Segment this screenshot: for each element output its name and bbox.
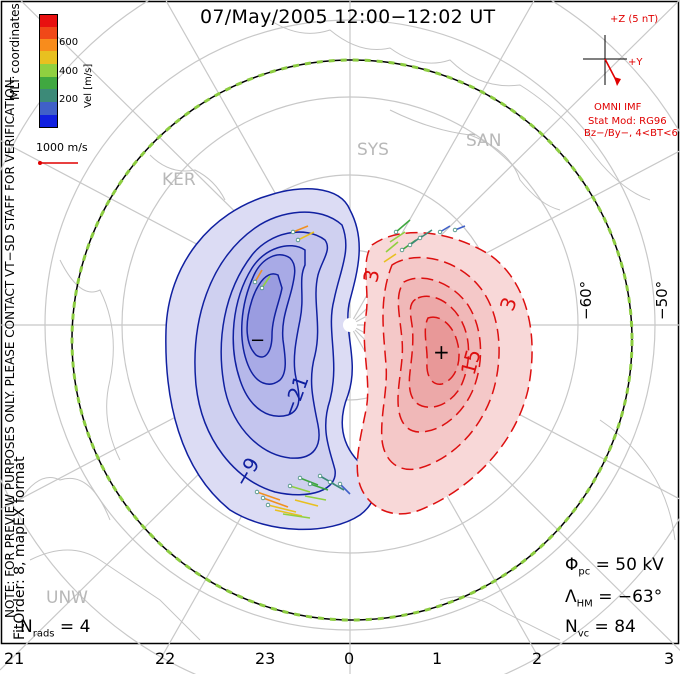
stat-phi-value: = 50 kV: [595, 555, 664, 575]
mlt-tick-0: 0: [344, 649, 355, 668]
stat-n-rads-symbol: N: [20, 617, 33, 637]
map-title: 07/May/2005 12:00−12:02 UT: [200, 6, 496, 28]
stat-lambda-sub: HM: [576, 598, 593, 610]
imf-model: Stat Mod: RG96: [588, 116, 667, 127]
stat-lambda-symbol: Λ: [565, 587, 577, 607]
stat-phi-pc: Φpc = 50 kV: [565, 555, 664, 577]
mlt-tick-2: 2: [532, 649, 543, 668]
stat-n-vc: Nvc = 84: [565, 617, 636, 639]
velocity-colorbar: [39, 14, 58, 128]
colorbar-label: Vel [m/s]: [83, 63, 94, 108]
potential-min-marker: −: [250, 330, 266, 351]
colorbar-cell-3: [40, 39, 57, 51]
mlt-tick-3: 3: [664, 649, 675, 668]
lat-label-50: −50°: [653, 280, 671, 320]
positive-potential-cell: [356, 231, 533, 515]
colorbar-cell-6: [40, 77, 57, 89]
stat-n-rads-sub: rads: [32, 628, 55, 640]
plot-frame: [0, 0, 680, 645]
imf-clock: [583, 35, 627, 86]
colorbar-tick-200: 200: [59, 94, 79, 105]
imf-bz-label: +Z (5 nT): [610, 14, 659, 25]
colorbar-cell-9: [40, 115, 57, 127]
colorbar-cell-4: [40, 51, 57, 64]
colorbar-cell-2: [40, 27, 57, 39]
stat-n-vc-symbol: N: [565, 617, 578, 637]
vector-origins: [252, 227, 458, 508]
stat-n-vc-sub: vc: [577, 628, 590, 640]
mlt-tick-22: 22: [155, 649, 176, 668]
stat-phi-sub: pc: [578, 566, 591, 578]
stat-n-rads: Nrads = 4: [20, 617, 90, 639]
pole-marker: [343, 318, 357, 332]
stat-n-vc-value: = 84: [594, 617, 636, 637]
site-sys: SYS: [357, 140, 389, 160]
site-unw: UNW: [46, 588, 88, 608]
vector-scale-label: 1000 m/s: [36, 141, 88, 154]
stat-lambda-hm: ΛHM = −63°: [565, 587, 662, 609]
colorbar-tick-600: 600: [59, 37, 79, 48]
stat-lambda-value: = −63°: [598, 587, 663, 607]
site-san: SAN: [466, 131, 502, 151]
stat-n-rads-value: = 4: [59, 617, 91, 637]
hm-boundary-dash-green: [70, 58, 634, 622]
hm-boundary-dash-black: [71, 59, 633, 621]
mlt-tick-1: 1: [432, 649, 443, 668]
mlt-tick-21: 21: [4, 649, 25, 668]
colorbar-cell-7: [40, 89, 57, 102]
negative-potential-cell: [165, 188, 376, 531]
colorbar-cell-8: [40, 102, 57, 115]
colorbar-cell-1: [40, 15, 57, 27]
mlt-tick-23: 23: [255, 649, 276, 668]
imf-by-label: +Y: [628, 57, 643, 68]
imf-condition: Bz−/By−, 4<BT<6: [584, 128, 678, 139]
imf-source: OMNI IMF: [594, 102, 642, 113]
colorbar-tick-400: 400: [59, 66, 79, 77]
site-ker: KER: [162, 170, 196, 190]
stat-phi-symbol: Φ: [565, 555, 579, 575]
potential-max-marker: +: [433, 340, 450, 364]
scale-vector-origin: [38, 161, 42, 165]
lat-label-60: −60°: [577, 280, 595, 320]
fit-order-note: FitOrder: 8, mapEX format: [12, 456, 28, 640]
colorbar-cell-5: [40, 64, 57, 77]
